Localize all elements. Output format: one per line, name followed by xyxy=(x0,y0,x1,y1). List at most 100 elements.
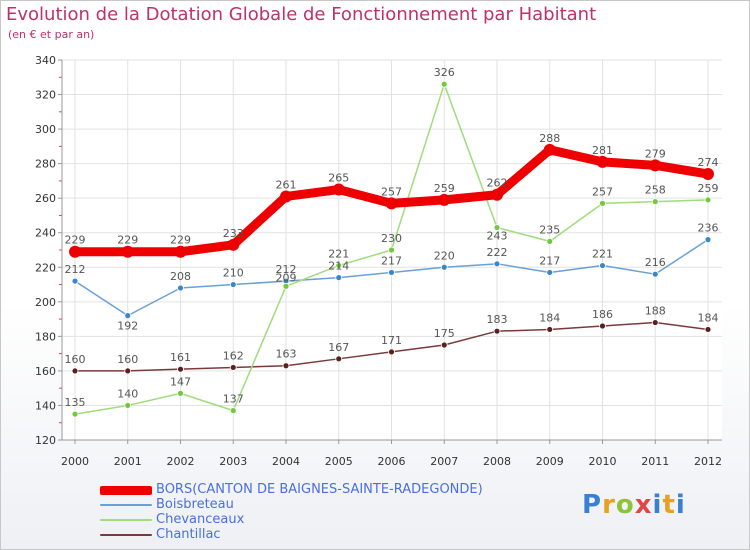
data-label: 279 xyxy=(645,147,666,160)
logo-letter: i xyxy=(652,490,663,520)
data-point xyxy=(174,245,187,258)
data-label: 261 xyxy=(276,178,297,191)
y-tick-label: 240 xyxy=(35,227,56,240)
data-label: 221 xyxy=(328,248,349,261)
data-point xyxy=(388,348,395,356)
data-label: 281 xyxy=(592,144,613,157)
logo-letter: t xyxy=(662,490,676,520)
label-layer: 160 160 161 162 163 167 171 175 183 184 186 188 184 2… xyxy=(65,66,719,409)
data-label: 160 xyxy=(65,353,86,366)
data-point xyxy=(71,367,79,375)
data-label: 167 xyxy=(328,341,349,354)
data-point xyxy=(124,367,132,375)
y-tick-label: 260 xyxy=(35,192,56,205)
data-point xyxy=(546,237,554,245)
data-label: 229 xyxy=(117,234,138,247)
data-point xyxy=(335,355,343,363)
data-point xyxy=(229,407,237,415)
series-layer xyxy=(69,80,714,418)
data-label: 229 xyxy=(65,234,86,247)
x-tick-label: 2000 xyxy=(61,455,89,468)
data-label: 236 xyxy=(698,222,719,235)
x-tick-label: 2001 xyxy=(114,455,142,468)
data-label: 262 xyxy=(487,177,508,190)
data-point xyxy=(493,260,501,268)
data-point xyxy=(546,326,554,333)
logo-letter: P xyxy=(582,490,603,520)
data-point xyxy=(388,269,395,276)
data-label: 258 xyxy=(645,184,666,197)
data-label: 214 xyxy=(328,260,349,273)
data-point xyxy=(177,389,184,397)
data-label: 259 xyxy=(698,182,719,195)
data-label: 222 xyxy=(487,246,508,259)
y-tick-label: 280 xyxy=(35,158,56,171)
x-tick-label: 2004 xyxy=(272,455,300,468)
data-label: 208 xyxy=(170,270,191,283)
legend-swatch xyxy=(100,486,152,495)
y-tick-label: 320 xyxy=(35,89,56,102)
logo-letter: i xyxy=(675,490,686,520)
data-label: 160 xyxy=(117,353,138,366)
legend: BORS(CANTON DE BAIGNES-SAINTE-RADEGONDE)… xyxy=(100,482,560,543)
x-tick-label: 2009 xyxy=(536,455,564,468)
data-label: 140 xyxy=(117,387,138,400)
x-tick-label: 2011 xyxy=(641,455,669,468)
data-point xyxy=(124,402,132,409)
data-point xyxy=(388,246,395,254)
data-label: 210 xyxy=(223,267,244,280)
data-point xyxy=(332,183,345,196)
data-label: 326 xyxy=(434,66,455,79)
axis-layer: 120 140 160 180 200 220 240 260 280 300 320 340 2000… xyxy=(35,54,722,468)
legend-item-chantillac[interactable]: Chantillac xyxy=(100,527,560,543)
legend-item-boisbreteau[interactable]: Boisbreteau xyxy=(100,497,560,513)
data-label: 220 xyxy=(434,249,455,262)
data-label: 217 xyxy=(381,254,402,267)
data-label: 221 xyxy=(592,248,613,261)
legend-label: Chantillac xyxy=(156,527,221,542)
y-tick-label: 340 xyxy=(35,54,56,67)
y-tick-label: 140 xyxy=(35,399,56,412)
data-label: 184 xyxy=(698,311,719,324)
legend-label: Boisbreteau xyxy=(156,497,234,512)
chart-title: Evolution de la Dotation Globale de Fonc… xyxy=(6,4,597,25)
data-point xyxy=(491,188,503,201)
data-label: 183 xyxy=(487,313,508,326)
data-point xyxy=(282,282,290,290)
legend-label: Chevanceaux xyxy=(156,512,245,527)
x-tick-label: 2008 xyxy=(483,455,511,468)
data-label: 257 xyxy=(381,185,402,198)
data-label: 212 xyxy=(276,263,297,276)
data-label: 217 xyxy=(539,254,560,267)
data-point xyxy=(69,245,81,258)
y-tick-label: 120 xyxy=(35,434,56,447)
data-point xyxy=(229,281,237,288)
data-point xyxy=(71,410,79,418)
data-point xyxy=(704,196,712,204)
data-point xyxy=(704,326,712,333)
data-point xyxy=(121,245,134,258)
y-tick-label: 220 xyxy=(35,261,56,274)
logo-letter: x xyxy=(634,490,653,520)
data-label: 175 xyxy=(434,327,455,340)
data-point xyxy=(543,143,556,156)
y-tick-label: 180 xyxy=(35,330,56,343)
data-label: 162 xyxy=(223,349,244,362)
chart-subtitle: (en € et par an) xyxy=(8,28,95,41)
x-tick-label: 2007 xyxy=(430,455,458,468)
data-label: 147 xyxy=(170,375,191,388)
legend-swatch xyxy=(100,504,152,506)
x-tick-label: 2012 xyxy=(694,455,722,468)
data-point xyxy=(599,322,606,330)
data-point xyxy=(71,277,79,285)
legend-swatch xyxy=(100,534,152,536)
legend-item-bors[interactable]: BORS(CANTON DE BAIGNES-SAINTE-RADEGONDE) xyxy=(100,482,560,498)
data-label: 235 xyxy=(539,223,560,236)
data-label: 184 xyxy=(539,311,560,324)
legend-item-chevanceaux[interactable]: Chevanceaux xyxy=(100,512,560,528)
logo-letter: o xyxy=(615,490,635,520)
x-tick-label: 2006 xyxy=(378,455,406,468)
x-tick-label: 2003 xyxy=(219,455,247,468)
data-label: 171 xyxy=(381,334,402,347)
